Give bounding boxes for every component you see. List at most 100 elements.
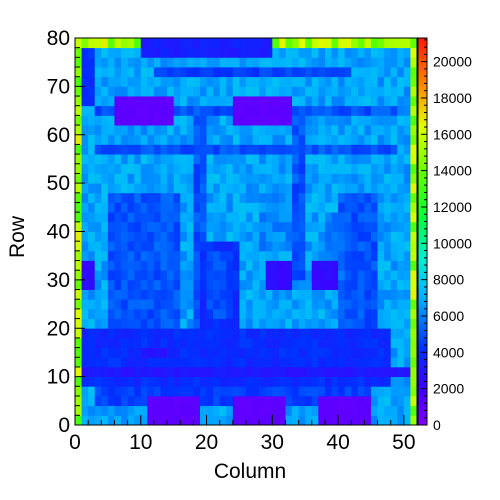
heatmap-cell: [186, 337, 194, 349]
heatmap-cell: [199, 289, 207, 300]
heatmap-cell: [292, 96, 300, 107]
heatmap-cell: [357, 279, 365, 290]
heatmap-cell: [285, 415, 293, 426]
heatmap-cell: [101, 308, 109, 319]
heatmap-cell: [285, 202, 293, 213]
heatmap-cell: [199, 308, 207, 319]
heatmap-cell: [364, 260, 372, 271]
heatmap-cell: [298, 192, 306, 203]
heatmap-cell: [252, 212, 260, 223]
heatmap-cell: [81, 183, 89, 194]
heatmap-cell: [81, 125, 89, 136]
heatmap-cell: [292, 357, 300, 368]
heatmap-cell: [384, 212, 392, 223]
heatmap-cell: [403, 415, 411, 426]
heatmap-cell: [101, 231, 109, 242]
heatmap-cell: [305, 67, 313, 78]
heatmap-cell: [377, 221, 385, 232]
heatmap-cell: [107, 134, 115, 145]
heatmap-cell: [121, 308, 129, 319]
heatmap-cell: [173, 173, 181, 184]
heatmap-cell: [357, 250, 365, 261]
heatmap-cell: [81, 67, 89, 78]
heatmap-cell: [114, 154, 122, 165]
heatmap-cell: [101, 405, 109, 416]
heatmap-cell: [180, 38, 188, 49]
heatmap-cell: [199, 241, 207, 252]
heatmap-cell: [338, 192, 346, 203]
heatmap-cell: [298, 144, 306, 155]
heatmap-cell: [318, 202, 326, 213]
heatmap-cell: [94, 279, 102, 290]
heatmap-cell: [134, 47, 142, 58]
heatmap-cell: [351, 202, 359, 213]
heatmap-cell: [331, 173, 339, 184]
heatmap-cell: [285, 154, 293, 165]
heatmap-cell: [232, 386, 240, 397]
heatmap-cell: [403, 250, 411, 261]
heatmap-cell: [403, 221, 411, 232]
heatmap-cell: [206, 347, 214, 358]
heatmap-cell: [252, 347, 260, 358]
heatmap-cell: [305, 289, 313, 300]
heatmap-cell: [364, 202, 372, 213]
heatmap-cell: [193, 163, 201, 174]
heatmap-cell: [259, 328, 267, 339]
heatmap-cell: [121, 86, 129, 97]
heatmap-cell: [140, 67, 148, 78]
heatmap-cell: [292, 231, 300, 242]
heatmap-cell: [213, 212, 221, 223]
heatmap-cell: [127, 134, 135, 145]
heatmap-cell: [331, 105, 339, 116]
heatmap-cell: [370, 395, 378, 407]
heatmap-cell: [377, 76, 385, 87]
heatmap-cell: [344, 250, 352, 261]
heatmap-cell: [410, 134, 418, 145]
heatmap-cell: [344, 67, 352, 78]
heatmap-cell: [377, 318, 385, 329]
heatmap-cell: [75, 134, 82, 145]
heatmap-cell: [403, 405, 411, 416]
heatmap-cell: [278, 270, 286, 281]
heatmap-cell: [127, 260, 135, 271]
heatmap-cell: [167, 260, 175, 271]
heatmap-cell: [344, 231, 352, 242]
heatmap-cell: [107, 96, 115, 107]
heatmap-cell: [88, 154, 96, 165]
heatmap-cell: [160, 212, 168, 223]
heatmap-cell: [232, 105, 240, 116]
heatmap-cell: [377, 405, 385, 416]
heatmap-cell: [344, 86, 352, 97]
heatmap-cell: [147, 415, 155, 426]
heatmap-cell: [265, 212, 273, 223]
heatmap-cell: [318, 347, 326, 358]
heatmap-cell: [246, 376, 253, 387]
heatmap-cell: [246, 105, 253, 116]
heatmap-cell: [160, 202, 168, 213]
heatmap-cell: [75, 144, 82, 155]
heatmap-cell: [153, 308, 161, 319]
heatmap-cell: [390, 357, 398, 368]
heatmap-cell: [153, 202, 161, 213]
heatmap-cell: [160, 337, 168, 349]
heatmap-cell: [88, 279, 96, 290]
heatmap-cell: [285, 357, 293, 368]
heatmap-cell: [153, 386, 161, 397]
heatmap-cell: [252, 415, 260, 426]
heatmap-cell: [153, 328, 161, 339]
heatmap-cell: [167, 38, 175, 49]
heatmap-cell: [403, 202, 411, 213]
heatmap-cell: [252, 163, 260, 174]
heatmap-cell: [186, 105, 194, 116]
heatmap-cell: [344, 376, 352, 387]
heatmap-cell: [199, 47, 207, 58]
heatmap-cell: [134, 337, 142, 349]
heatmap-cell: [292, 183, 300, 194]
heatmap-cell: [377, 192, 385, 203]
heatmap-cell: [180, 86, 188, 97]
heatmap-cell: [278, 221, 286, 232]
heatmap-cell: [186, 192, 194, 203]
heatmap-cell: [239, 134, 247, 145]
heatmap-cell: [292, 115, 300, 126]
heatmap-cell: [219, 231, 227, 242]
